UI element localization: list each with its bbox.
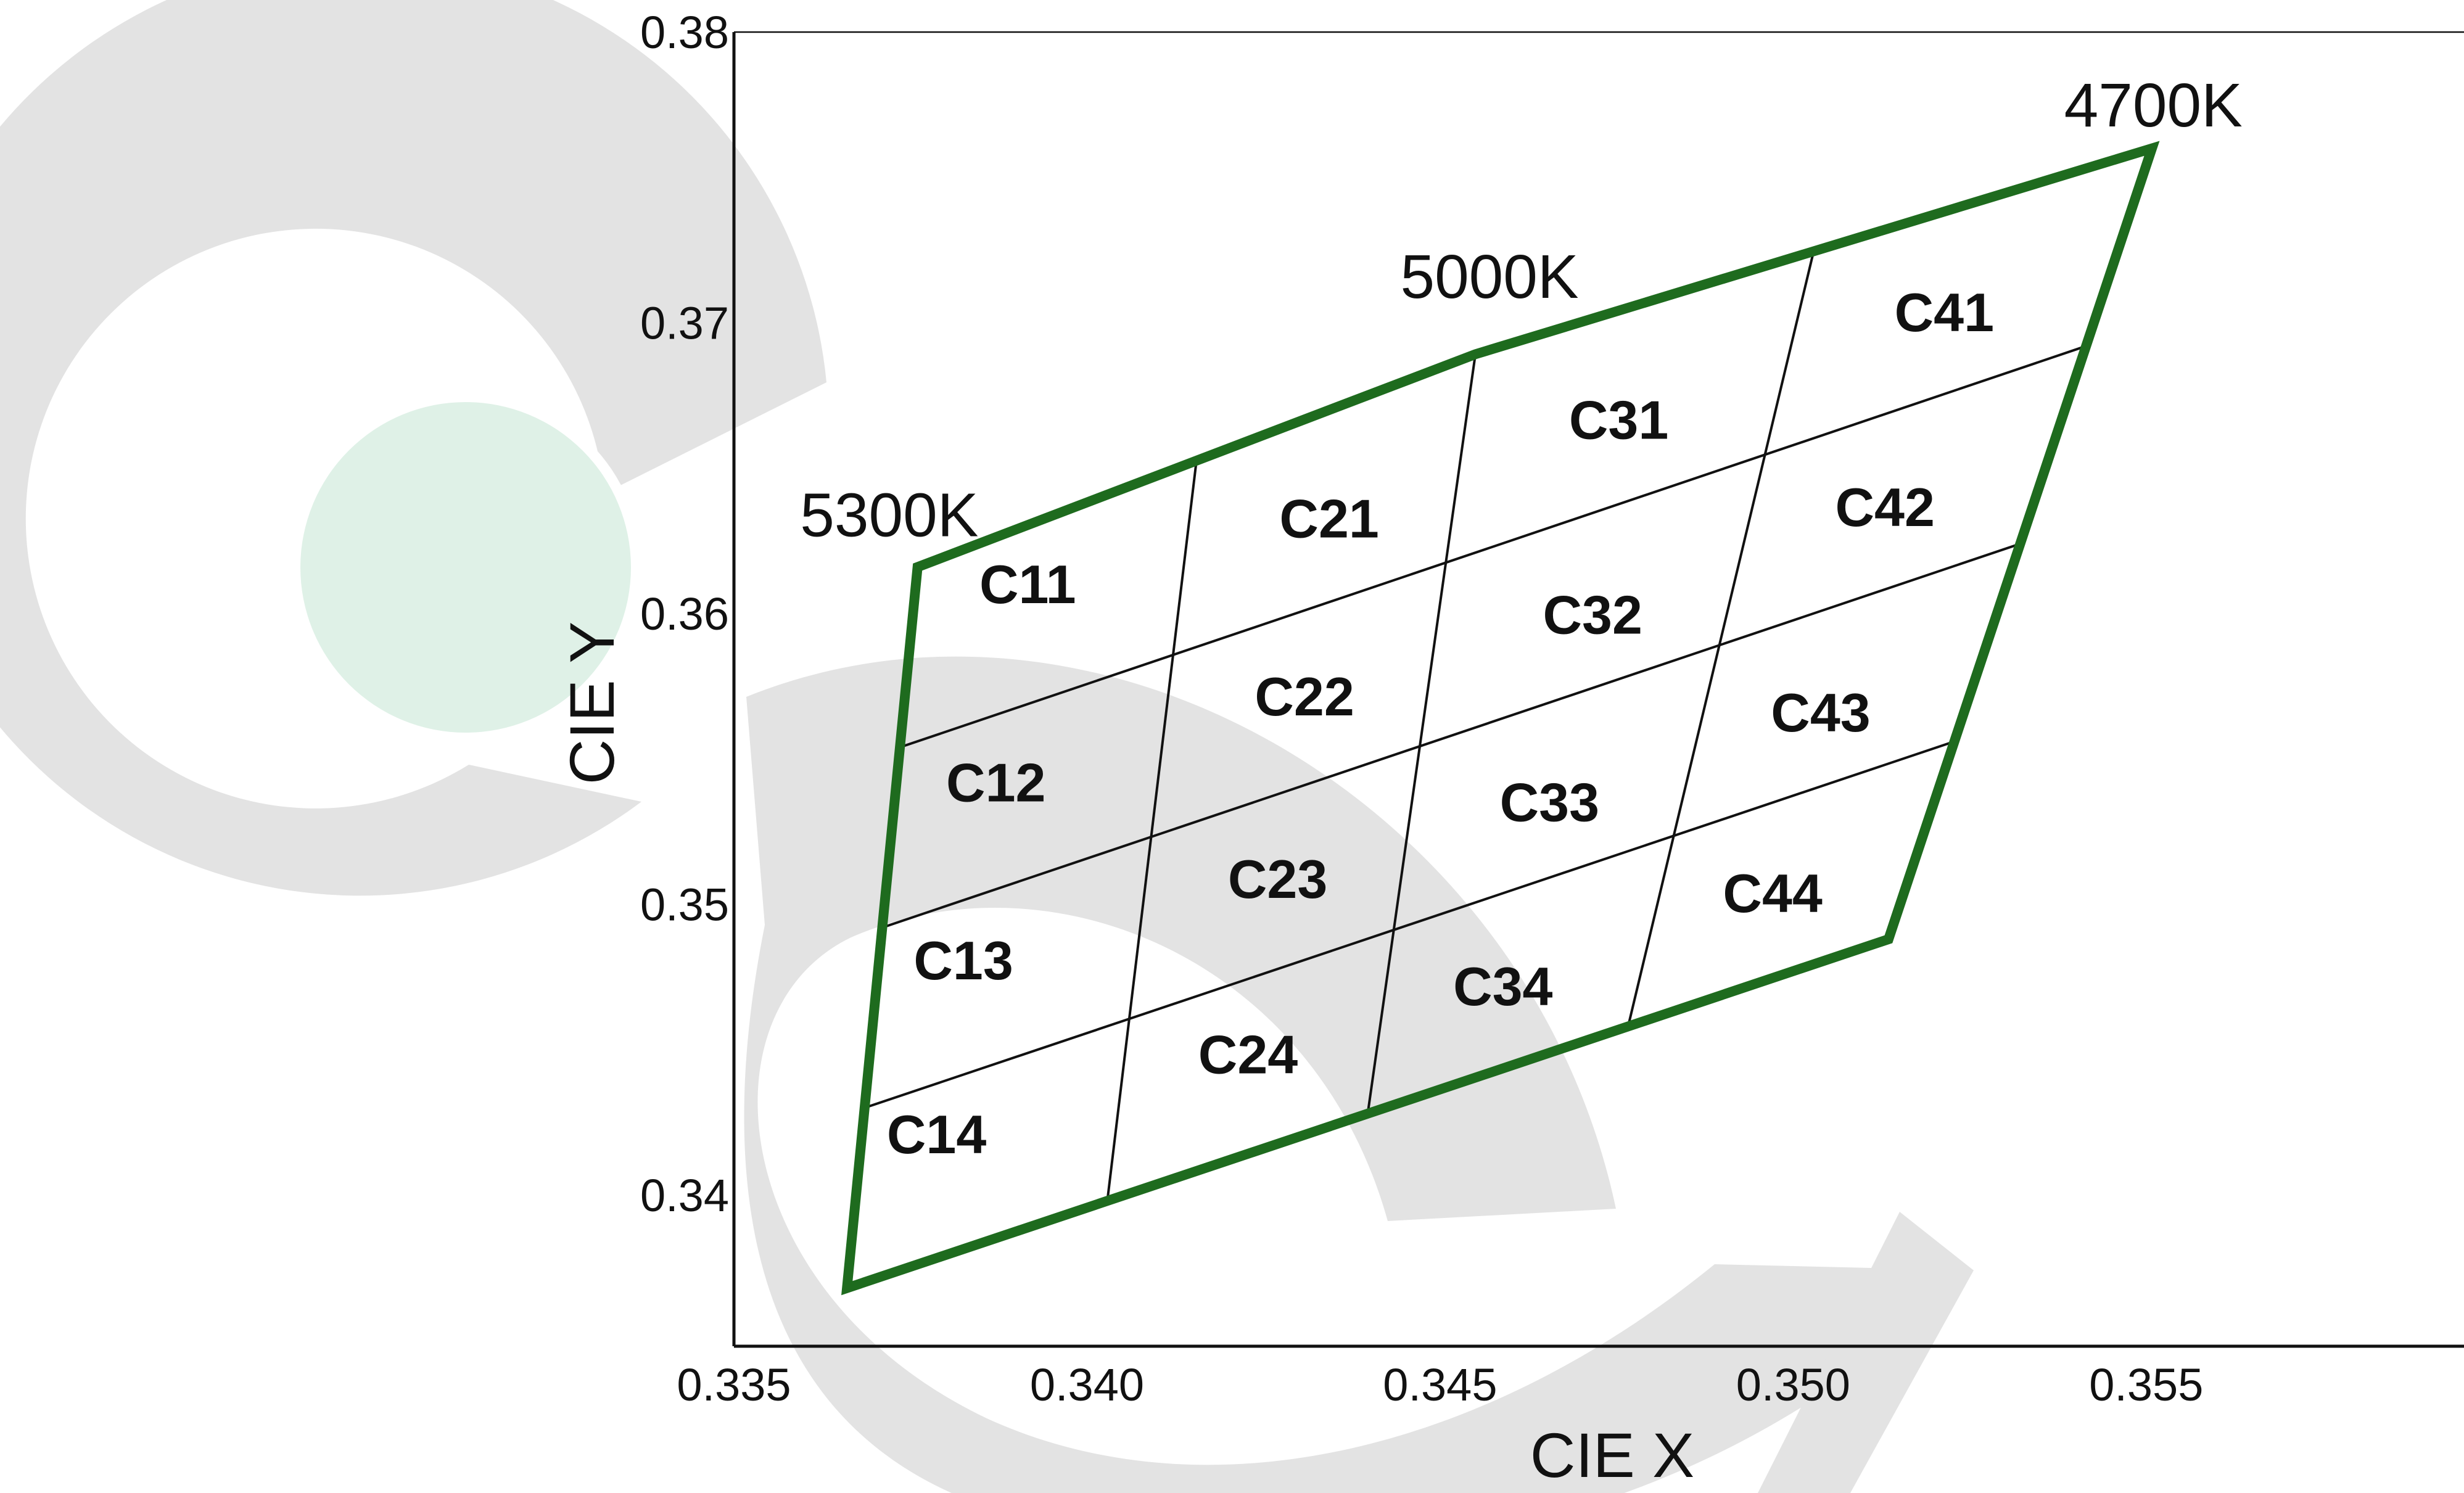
bin-label-c32: C32 xyxy=(1543,585,1642,646)
bin-label-c11: C11 xyxy=(979,554,1076,615)
y-tick-label: 0.35 xyxy=(640,879,729,930)
y-tick-labels: 0.34 0.35 0.36 0.37 0.38 xyxy=(640,7,729,1221)
x-tick-labels: 0.335 0.340 0.345 0.350 0.355 xyxy=(677,1359,2203,1410)
y-tick-label: 0.36 xyxy=(640,588,729,640)
bin-row-divider xyxy=(864,740,1955,1109)
bin-label-c14: C14 xyxy=(887,1104,986,1165)
bin-row-divider xyxy=(899,345,2087,749)
cct-label: 4700K xyxy=(2064,71,2243,140)
bin-label-c22: C22 xyxy=(1255,666,1354,727)
bin-row-divider xyxy=(881,542,2021,929)
watermark-logo xyxy=(0,0,1974,1493)
cct-labels: 5300K 5000K 4700K xyxy=(800,71,2243,550)
axes xyxy=(732,31,2464,1348)
bin-column-divider xyxy=(1626,251,1815,1027)
x-tick-label: 0.345 xyxy=(1383,1359,1497,1410)
x-tick-label: 0.355 xyxy=(2089,1359,2203,1410)
bin-label-c33: C33 xyxy=(1500,771,1599,833)
bin-label-c13: C13 xyxy=(913,930,1013,991)
bin-column-divider xyxy=(1366,354,1477,1114)
x-tick-label: 0.350 xyxy=(1736,1359,1850,1410)
watermark-dot-inner xyxy=(300,402,631,733)
bin-label-c42: C42 xyxy=(1835,477,1934,538)
bin-label-c23: C23 xyxy=(1228,849,1327,910)
bin-label-c24: C24 xyxy=(1198,1024,1298,1085)
bin-region-outline xyxy=(841,141,2160,1296)
bin-labels: C11 C12 C13 C14 C21 C22 C23 C24 C31 C32 C33 C34 C41 C… xyxy=(887,282,1994,1165)
cct-label: 5300K xyxy=(800,481,978,550)
y-tick-label: 0.37 xyxy=(640,297,729,348)
cct-label: 5000K xyxy=(1400,242,1578,311)
bin-label-c12: C12 xyxy=(946,752,1045,813)
y-tick-label: 0.34 xyxy=(640,1170,729,1221)
watermark-slash xyxy=(1758,1212,1974,1493)
bin-label-c34: C34 xyxy=(1453,956,1552,1017)
y-axis-title: CIE Y xyxy=(557,622,627,785)
x-axis-title: CIE X xyxy=(1530,1420,1694,1491)
bin-label-c31: C31 xyxy=(1569,389,1668,450)
bin-label-c21: C21 xyxy=(1279,488,1378,549)
bin-label-c43: C43 xyxy=(1771,682,1870,743)
bin-column-divider xyxy=(1106,460,1198,1201)
x-tick-label: 0.335 xyxy=(677,1359,791,1410)
bin-label-c44: C44 xyxy=(1723,863,1822,924)
watermark-arc xyxy=(744,656,1974,1493)
bin-grid xyxy=(864,251,2087,1201)
x-tick-label: 0.340 xyxy=(1030,1359,1144,1410)
y-tick-label: 0.38 xyxy=(640,7,729,58)
watermark-ring xyxy=(0,0,826,896)
bin-label-c41: C41 xyxy=(1895,282,1994,343)
